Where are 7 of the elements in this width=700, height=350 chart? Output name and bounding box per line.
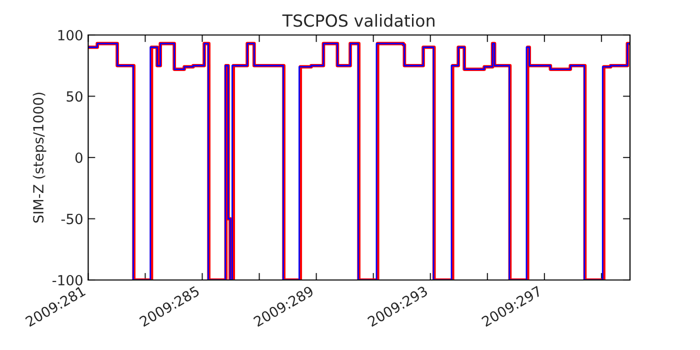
y-tick-label: 100: [58, 30, 82, 40]
y-tick-label: -100: [52, 274, 82, 286]
y-axis-title: SIM-Z (steps/1000): [32, 92, 46, 223]
y-tick-label: 0: [75, 152, 82, 163]
y-tick-label: -50: [61, 214, 82, 224]
y-tick-label: 50: [66, 91, 82, 102]
chart-title: TSCPOS validation: [282, 14, 434, 27]
